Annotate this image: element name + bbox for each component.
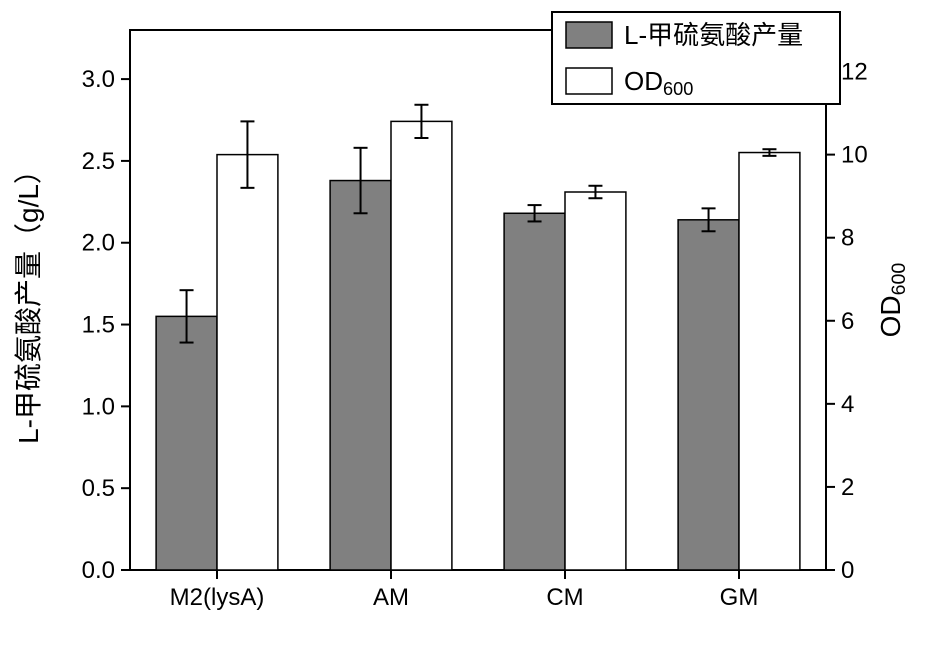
bar-series1 [330,181,391,570]
y-right-tick-label: 6 [841,308,854,335]
y-left-tick-label: 3.0 [82,66,115,93]
y-left-tick-label: 0.0 [82,557,115,584]
y-left-tick-label: 1.0 [82,393,115,420]
y-right-tick-label: 12 [841,59,868,86]
y-left-tick-label: 2.5 [82,148,115,175]
legend-swatch-1 [566,22,612,48]
y-left-tick-label: 0.5 [82,475,115,502]
bar-series2 [217,155,278,570]
y-right-axis-title: OD600 [875,263,910,338]
y-left-axis-title: L-甲硫氨酸产量（g/L） [13,156,44,444]
x-category-label: CM [546,584,583,611]
y-left-tick-label: 2.0 [82,230,115,257]
bar-series1 [504,213,565,570]
bar-chart: 0.0 0.5 1.0 1.5 2.0 2.5 3.0 0 2 4 6 8 10 12 L-甲硫氨酸产量（g… [0,0,943,656]
legend-swatch-2 [566,68,612,94]
y-right-tick-label: 4 [841,391,854,418]
x-category-label: M2(lysA) [170,584,265,611]
legend-label-1: L-甲硫氨酸产量 [624,20,803,50]
y-right-tick-label: 8 [841,225,854,252]
y-right-tick-label: 0 [841,557,854,584]
bar-series2 [565,192,626,570]
x-category-label: AM [373,584,409,611]
bar-series1 [156,316,217,570]
y-right-tick-label: 10 [841,142,868,169]
y-left-tick-label: 1.5 [82,312,115,339]
bar-series2 [391,121,452,570]
chart-container: 0.0 0.5 1.0 1.5 2.0 2.5 3.0 0 2 4 6 8 10 12 L-甲硫氨酸产量（g… [0,0,943,656]
bar-series2 [739,153,800,570]
bar-series1 [678,220,739,570]
x-category-label: GM [720,584,759,611]
y-right-tick-label: 2 [841,474,854,501]
